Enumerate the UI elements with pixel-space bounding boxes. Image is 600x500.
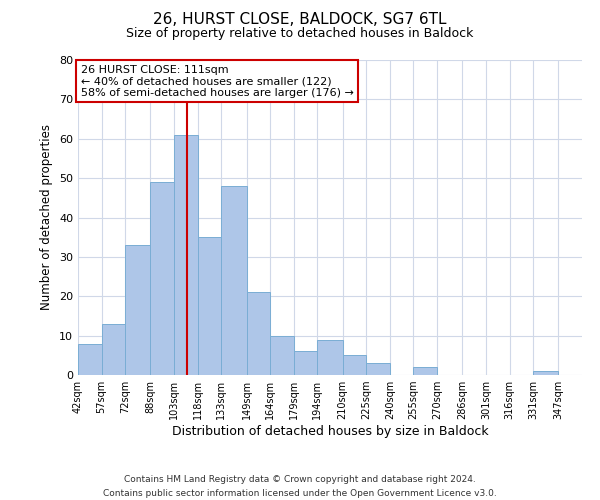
Bar [270, 336, 294, 375]
Bar [413, 367, 437, 375]
X-axis label: Distribution of detached houses by size in Baldock: Distribution of detached houses by size … [172, 425, 488, 438]
Bar [294, 352, 317, 375]
Bar [101, 324, 125, 375]
Y-axis label: Number of detached properties: Number of detached properties [40, 124, 53, 310]
Bar [247, 292, 270, 375]
Bar [174, 135, 198, 375]
Text: 26, HURST CLOSE, BALDOCK, SG7 6TL: 26, HURST CLOSE, BALDOCK, SG7 6TL [153, 12, 447, 28]
Bar [198, 237, 221, 375]
Bar [125, 245, 151, 375]
Text: 26 HURST CLOSE: 111sqm
← 40% of detached houses are smaller (122)
58% of semi-de: 26 HURST CLOSE: 111sqm ← 40% of detached… [80, 64, 353, 98]
Bar [78, 344, 101, 375]
Bar [366, 363, 390, 375]
Bar [533, 371, 559, 375]
Bar [151, 182, 174, 375]
Bar [317, 340, 343, 375]
Text: Size of property relative to detached houses in Baldock: Size of property relative to detached ho… [127, 28, 473, 40]
Bar [343, 356, 366, 375]
Text: Contains HM Land Registry data © Crown copyright and database right 2024.
Contai: Contains HM Land Registry data © Crown c… [103, 476, 497, 498]
Bar [221, 186, 247, 375]
